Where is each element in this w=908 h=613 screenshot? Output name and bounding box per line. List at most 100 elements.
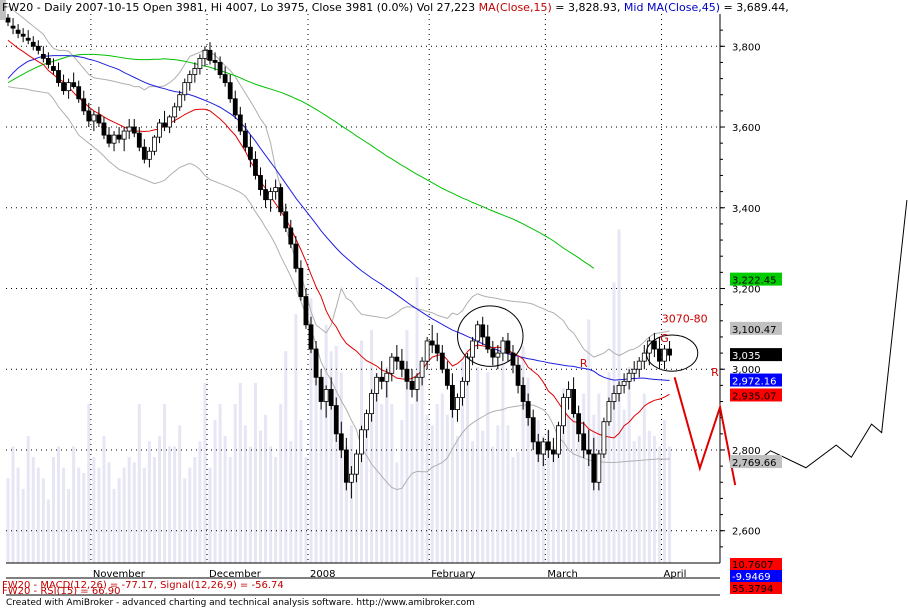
candle-body xyxy=(369,393,375,415)
candle-body xyxy=(540,441,546,455)
volume-bar xyxy=(627,367,631,563)
candle-body xyxy=(212,60,218,63)
candle-body xyxy=(364,413,369,431)
volume-bar xyxy=(647,430,651,563)
candle-body xyxy=(172,106,178,118)
candle-body xyxy=(298,267,304,297)
candle-body xyxy=(101,122,107,136)
candle-body xyxy=(263,189,268,201)
candle-body xyxy=(96,114,102,124)
volume-bar xyxy=(430,425,434,563)
y-tick-label: 3,000 xyxy=(732,365,761,376)
candle-body xyxy=(278,187,284,213)
volume-bar xyxy=(481,430,485,563)
candle-body xyxy=(15,29,21,34)
candle-body xyxy=(51,66,56,71)
volume-bar xyxy=(112,488,116,563)
candle-body xyxy=(283,211,289,229)
annotation-label: R xyxy=(580,357,588,370)
candle-body xyxy=(480,324,486,338)
volume-bar xyxy=(324,324,328,563)
x-tick-label: April xyxy=(664,569,687,580)
candle-body xyxy=(434,344,440,354)
candle-body xyxy=(404,368,410,382)
candle-body xyxy=(182,82,188,96)
volume-bar xyxy=(405,330,409,563)
volume-bar xyxy=(607,372,611,563)
volume-bar xyxy=(461,361,464,563)
candle-body xyxy=(601,421,607,455)
volume-bar xyxy=(582,393,586,563)
volume-bar xyxy=(577,435,581,563)
candle-body xyxy=(641,352,647,362)
candle-body xyxy=(121,130,127,140)
volume-bar xyxy=(97,467,101,563)
price-tag-bg xyxy=(730,348,782,362)
candle-body xyxy=(591,453,597,483)
candle-body xyxy=(485,336,491,350)
candle-body xyxy=(253,158,258,176)
volume-bar xyxy=(102,435,106,563)
candle-body xyxy=(596,453,602,483)
price-tag-label: 3,100.47 xyxy=(732,325,777,336)
volume-bar xyxy=(476,367,480,563)
volume-bar xyxy=(72,446,76,563)
volume-bar xyxy=(455,435,459,563)
volume-bar xyxy=(400,420,404,563)
candle-body xyxy=(288,227,294,245)
candle-body xyxy=(470,340,476,358)
volume-bar xyxy=(304,457,308,563)
price-tag-label: 2,972.16 xyxy=(732,377,777,388)
candle-body xyxy=(394,356,400,362)
candle-body xyxy=(444,368,450,386)
candle-body xyxy=(237,114,243,132)
volume-bar xyxy=(668,446,672,563)
candle-body xyxy=(217,62,223,75)
candle-body xyxy=(318,376,324,402)
volume-bar xyxy=(531,425,535,563)
candle-body xyxy=(146,150,152,160)
left-edge-marker xyxy=(0,0,6,20)
x-tick-label: 2008 xyxy=(310,569,335,580)
volume-bar xyxy=(299,420,303,563)
candle-body xyxy=(227,82,233,100)
candle-body xyxy=(157,122,162,138)
volume-bar xyxy=(203,382,207,563)
candle-body xyxy=(384,372,390,382)
volume-bar xyxy=(163,404,167,563)
ohlc-info: - Daily 2007-10-15 Open 3981, Hi 4007, L… xyxy=(33,1,479,14)
candle-body xyxy=(631,368,637,374)
macd-panel-label: FW20 - MACD(12,26) = -77.17, Signal(12,2… xyxy=(2,580,284,591)
candle-body xyxy=(10,25,16,29)
candle-body xyxy=(551,449,556,455)
candle-body xyxy=(338,433,344,451)
candle-body xyxy=(581,433,587,451)
volume-bar xyxy=(370,330,374,563)
candle-body xyxy=(571,389,576,415)
volume-bar xyxy=(486,372,490,563)
volume-bar xyxy=(183,478,187,563)
ma-long-line xyxy=(7,53,595,269)
volume-bar xyxy=(506,425,510,563)
candle-body xyxy=(162,122,167,128)
candle-body xyxy=(61,82,66,92)
volume-bar xyxy=(147,441,151,563)
volume-bar xyxy=(132,462,136,563)
annotation-label: R xyxy=(711,366,719,379)
ma15-line xyxy=(7,39,670,439)
candle-body xyxy=(25,37,31,41)
volume-bar xyxy=(208,467,212,563)
candle-body xyxy=(46,58,51,65)
volume-bar xyxy=(198,441,202,563)
candle-body xyxy=(177,94,183,108)
candle-body xyxy=(449,384,455,411)
volume-bar xyxy=(440,393,444,563)
candle-body xyxy=(258,175,263,190)
price-tag-label: 3,222.45 xyxy=(732,276,777,287)
volume-bar xyxy=(385,367,389,563)
candle-body xyxy=(141,146,147,160)
volume-bar xyxy=(41,478,45,563)
candle-body xyxy=(197,58,203,69)
